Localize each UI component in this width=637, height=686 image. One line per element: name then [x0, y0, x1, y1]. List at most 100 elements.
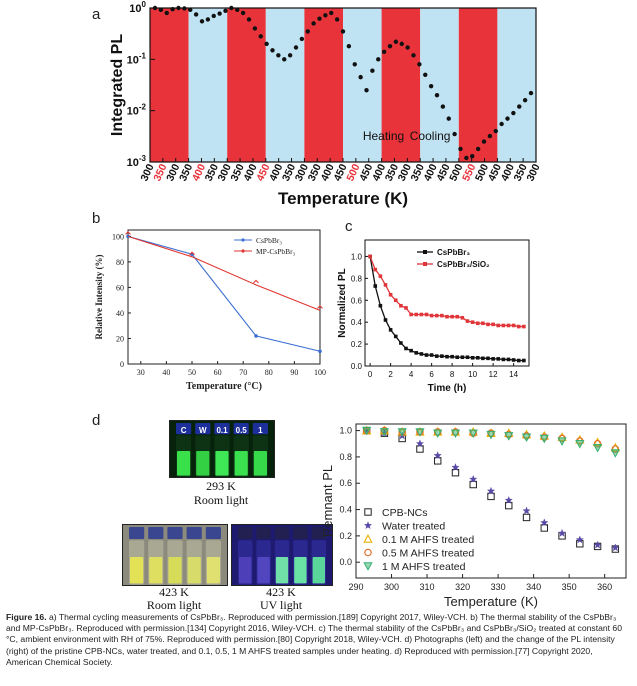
data-point [496, 323, 501, 328]
chart-b: 0 20 40 60 80 100 30 40 50 60 70 80 90 100 Temperature… [94, 229, 326, 392]
data-point [287, 53, 293, 58]
series-line [127, 235, 321, 352]
data-point [364, 88, 369, 93]
data-point [276, 53, 281, 58]
x-tick-label: 100 [314, 368, 326, 377]
data-point [511, 323, 516, 328]
data-point [235, 7, 240, 13]
x-tick-label: 4 [409, 370, 414, 379]
data-point [381, 49, 387, 55]
x-tick-label: 80 [265, 368, 273, 377]
cycle-band [150, 8, 189, 162]
legend-label: 1 M AHFS treated [382, 561, 466, 573]
panel-a-label: a [92, 6, 101, 23]
data-point [152, 5, 158, 11]
data-point [446, 116, 451, 121]
data-point [501, 323, 506, 328]
data-point [311, 21, 316, 26]
photo-423k-uv-light-label: UV light [259, 598, 303, 612]
data-point [493, 128, 498, 134]
x-tick-label: 90 [290, 368, 298, 377]
cycle-band [304, 8, 343, 162]
y-tick-label: 0 [120, 360, 124, 369]
plot-frame [355, 423, 627, 579]
x-tick-label: 8 [450, 370, 455, 379]
y-tick-label: 10-1 [127, 51, 147, 66]
data-point [434, 93, 440, 98]
data-point [264, 41, 269, 47]
data-point [450, 354, 454, 359]
data-point [521, 433, 532, 443]
data-point [252, 26, 258, 31]
data-point [486, 356, 490, 361]
photo-423k-room-light [122, 524, 228, 586]
x-axis-label: Temperature (K) [444, 594, 538, 609]
y-tick-label: 0.6 [339, 478, 352, 488]
data-point [496, 357, 501, 361]
data-point [393, 334, 398, 339]
data-point [491, 322, 495, 327]
data-point [516, 324, 521, 329]
x-axis-label: Temperature (K) [278, 189, 408, 208]
data-point [383, 318, 388, 322]
data-point [170, 6, 175, 12]
vial-liquid [234, 451, 248, 476]
data-point [424, 312, 429, 317]
vial-cap [293, 527, 308, 539]
legend-marker [423, 250, 427, 254]
data-point [282, 57, 287, 62]
data-point [373, 284, 378, 288]
panel-d-label: d [92, 412, 101, 429]
y-tick-label: 0.2 [339, 531, 352, 541]
annotation-heating: Heating [363, 129, 404, 143]
data-point [470, 355, 475, 360]
data-point [399, 41, 404, 47]
data-point [211, 13, 216, 19]
x-tick-label: 60 [214, 368, 222, 377]
photo-293k-room-light: C W 0.1 0.5 1 [169, 420, 275, 478]
vial-cap [252, 423, 268, 435]
y-tick-label: 0.4 [351, 318, 363, 327]
vial-cap [256, 527, 271, 539]
data-point [397, 428, 407, 437]
data-point [409, 312, 413, 317]
data-point [452, 131, 457, 137]
data-point [505, 501, 513, 510]
photo-293k-light: Room light [193, 493, 249, 507]
caption-figure-label: Figure 16. [6, 612, 47, 622]
data-point [164, 10, 169, 16]
data-point [370, 68, 375, 73]
data-point [557, 437, 567, 446]
legend-label: CsPbBr₃ [437, 248, 470, 257]
data-point [460, 315, 465, 320]
y-tick-label: 10-2 [127, 103, 147, 118]
data-point [522, 358, 526, 363]
data-point [434, 354, 439, 358]
x-tick-label: 0 [368, 370, 373, 379]
vial-cap [311, 527, 326, 539]
data-point [379, 428, 390, 437]
data-point [419, 312, 424, 317]
data-point [458, 146, 463, 152]
x-tick-label: 6 [429, 370, 434, 379]
x-tick-label: 310 [420, 582, 435, 592]
vial-liquid [312, 557, 325, 584]
data-point [368, 254, 372, 259]
vial-cap [238, 527, 253, 539]
data-point [433, 451, 442, 460]
cycle-band [458, 8, 498, 162]
vial-liquid [253, 451, 267, 476]
data-point [416, 445, 424, 453]
data-point [223, 8, 228, 14]
vial-liquid [130, 557, 144, 584]
data-point [205, 17, 211, 22]
y-tick-label: 1.0 [351, 252, 363, 261]
data-point [411, 53, 416, 58]
data-point [317, 16, 322, 21]
data-point [434, 313, 439, 318]
x-tick-label: 10 [468, 370, 477, 379]
data-point [440, 354, 444, 358]
x-axis-label: Time (h) [428, 383, 467, 394]
data-point [470, 153, 475, 159]
legend-marker [423, 262, 427, 266]
